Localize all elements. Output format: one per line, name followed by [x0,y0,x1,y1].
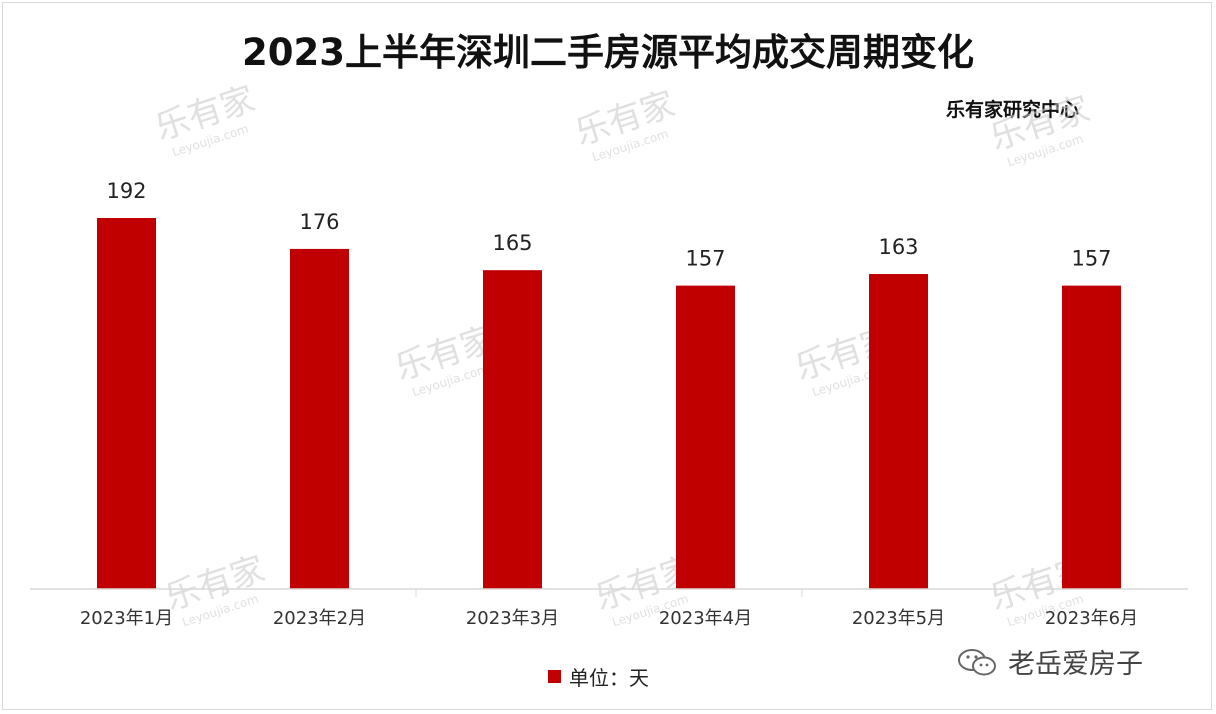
source-label: 乐有家研究中心 [946,99,1080,121]
value-label-3: 165 [492,231,532,255]
value-label-2: 176 [299,210,339,234]
x-tick-label-2: 2023年2月 [273,608,366,629]
bar-6 [1062,285,1121,589]
x-tick-group: 2023年1月 2023年2月 2023年3月 2023年4月 2023年5月 2023年… [80,589,1138,629]
legend-swatch [548,670,561,683]
brand-name: 老岳爱房子 [1008,649,1143,680]
x-tick-label-3: 2023年3月 [466,608,559,629]
bar-group [97,218,1121,589]
legend-label: 单位：天 [569,666,649,690]
bar-4 [676,285,735,589]
value-label-4: 157 [685,247,725,271]
value-label-group: 192 176 165 157 163 157 [106,179,1111,271]
bar-5 [869,274,928,589]
value-label-1: 192 [106,179,146,203]
value-label-5: 163 [878,235,918,259]
chart-title: 2023上半年深圳二手房源平均成交周期变化 [242,31,974,74]
wechat-icon [958,648,996,675]
brand-mark: 老岳爱房子 [956,642,1143,681]
bar-1 [97,218,156,589]
x-tick-label-5: 2023年5月 [852,608,945,629]
bar-3 [483,270,542,589]
x-tick-label-4: 2023年4月 [659,608,752,629]
x-tick-label-6: 2023年6月 [1045,608,1138,629]
value-label-6: 157 [1071,247,1111,271]
x-tick-label-1: 2023年1月 [80,608,173,629]
bar-2 [290,248,349,589]
legend: 单位：天 [548,662,649,691]
